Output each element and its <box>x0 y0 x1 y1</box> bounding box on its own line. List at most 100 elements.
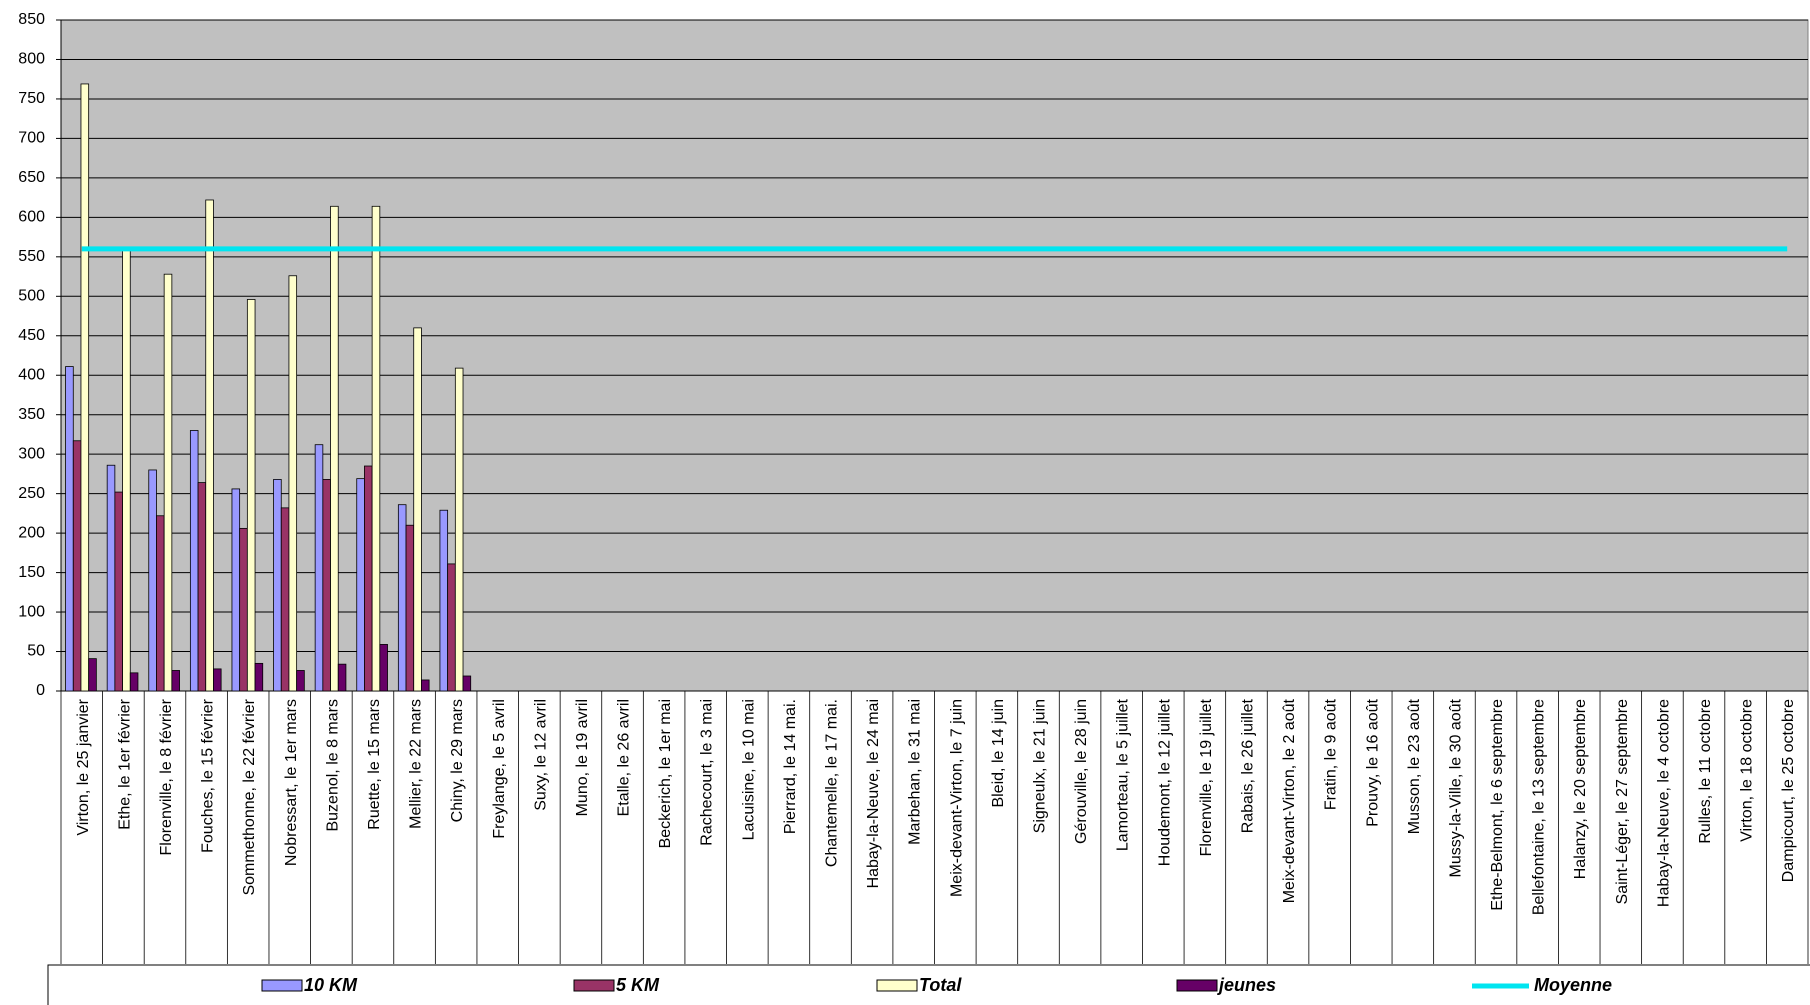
legend-swatch <box>876 979 918 992</box>
bar <box>213 668 222 692</box>
bar <box>454 367 464 692</box>
bar <box>447 563 456 692</box>
bar <box>239 527 248 692</box>
y-tick-label: 0 <box>36 682 45 699</box>
y-tick-label: 550 <box>18 248 45 265</box>
x-tick-label: Nobressart, le 1er mars <box>283 699 300 866</box>
legend-swatch <box>261 979 303 992</box>
x-tick-label: Saint-Léger, le 27 septembre <box>1614 699 1631 905</box>
x-tick-label: Rachecourt, le 3 mai <box>699 699 716 846</box>
bar <box>462 675 472 692</box>
x-tick-label: Meix-devant-Virton, le 7 juin <box>948 699 965 897</box>
bar <box>379 644 388 692</box>
y-tick-label: 450 <box>18 327 45 344</box>
x-tick-label: Gérouville, le 28 juin <box>1073 699 1090 844</box>
bar <box>156 515 165 692</box>
x-tick-label: Beckerich, le 1er mai <box>657 699 674 848</box>
legend-swatch <box>573 979 615 992</box>
bar <box>72 440 82 692</box>
x-tick-label: Lacuisine, le 10 mai <box>740 699 757 840</box>
y-tick-label: 850 <box>18 11 45 28</box>
x-tick-label: Bleid, le 14 juin <box>990 699 1007 808</box>
bar <box>80 83 90 692</box>
x-tick-label: Lamorteau, le 5 juillet <box>1115 698 1132 851</box>
x-tick-label: Mussy-la-Ville, le 30 août <box>1447 698 1464 877</box>
bar <box>288 275 298 692</box>
y-tick-label: 800 <box>18 51 45 68</box>
x-tick-label: Florenville, le 8 février <box>158 698 175 855</box>
bar <box>148 469 157 692</box>
y-tick-label: 100 <box>18 603 45 620</box>
bar <box>106 464 116 692</box>
legend-label: 5 KM <box>616 975 660 995</box>
x-tick-label: Habay-la-Neuve, le 4 octobre <box>1655 699 1672 907</box>
bar <box>439 509 449 692</box>
bar <box>189 430 199 692</box>
x-tick-label: Virton, le 25 janvier <box>75 698 92 835</box>
x-tick-label: Muno, le 19 avril <box>574 699 591 816</box>
x-tick-label: Meix-devant-Virton, le 2 août <box>1281 698 1298 903</box>
x-tick-label: Rabais, le 26 juillet <box>1239 698 1256 833</box>
bar <box>421 679 430 692</box>
legend-label: jeunes <box>1217 975 1276 995</box>
x-tick-label: Signeulx, le 21 juin <box>1031 699 1048 833</box>
x-tick-label: Suxy, le 12 avril <box>532 699 549 811</box>
bar <box>114 491 123 692</box>
bar <box>129 672 139 692</box>
bar <box>322 479 331 692</box>
plot-area <box>60 19 1809 692</box>
x-tick-label: Bellefontaine, le 13 septembre <box>1531 699 1548 915</box>
legend-label: Moyenne <box>1534 975 1612 995</box>
x-tick-label: Virton, le 18 octobre <box>1739 699 1756 842</box>
x-tick-label: Ethe, le 1er février <box>116 698 133 829</box>
x-tick-label: Ruette, le 15 mars <box>366 699 383 830</box>
x-tick-label: Houdemont, le 12 juillet <box>1156 698 1173 866</box>
bar <box>197 482 207 692</box>
bar <box>337 663 347 692</box>
x-tick-label: Musson, le 23 août <box>1406 698 1423 834</box>
bar <box>296 670 305 692</box>
bar <box>364 465 373 692</box>
y-tick-label: 350 <box>18 406 45 423</box>
bar <box>163 273 173 692</box>
x-tick-label: Sommethonne, le 22 février <box>241 698 258 895</box>
x-tick-label: Ethe-Belmont, le 6 septembre <box>1489 699 1506 911</box>
bar <box>280 507 290 692</box>
x-tick-label: Freylange, le 5 avril <box>491 699 508 839</box>
x-tick-label: Buzenol, le 8 mars <box>324 699 341 832</box>
x-tick-label: Chiny, le 29 mars <box>449 699 466 822</box>
bar <box>356 478 365 692</box>
bar <box>171 670 180 692</box>
x-tick-label: Pierrard, le 14 mai. <box>782 699 799 834</box>
bar <box>371 205 381 692</box>
bar <box>122 247 131 692</box>
bar <box>254 662 264 692</box>
bar <box>273 479 282 692</box>
y-tick-label: 150 <box>18 564 45 581</box>
legend-swatch <box>1176 979 1218 992</box>
y-tick-label: 500 <box>18 288 45 305</box>
y-tick-label: 750 <box>18 90 45 107</box>
x-tick-label: Florenville, le 19 juillet <box>1198 698 1215 856</box>
bar <box>65 366 74 692</box>
x-tick-label: Habay-la-Neuve, le 24 mai <box>865 699 882 888</box>
x-tick-label: Marbehan, le 31 mai <box>907 699 924 845</box>
x-tick-label: Etalle, le 26 avril <box>616 699 633 816</box>
x-tick-label: Dampicourt, le 25 octobre <box>1780 699 1797 882</box>
x-tick-label: Rulles, le 11 octobre <box>1697 699 1714 844</box>
y-tick-label: 250 <box>18 485 45 502</box>
bar <box>397 504 407 692</box>
y-tick-label: 400 <box>18 366 45 383</box>
x-tick-label: Mellier, le 22 mars <box>408 699 425 829</box>
y-tick-label: 50 <box>27 643 45 660</box>
bar <box>246 299 256 692</box>
legend-label: 10 KM <box>304 975 358 995</box>
x-tick-label: Halanzy, le 20 septembre <box>1572 699 1589 879</box>
bar <box>205 199 214 692</box>
y-tick-label: 650 <box>18 169 45 186</box>
y-tick-label: 700 <box>18 130 45 147</box>
x-tick-label: Prouvy, le 16 août <box>1364 698 1381 826</box>
bar <box>231 488 241 692</box>
y-tick-label: 600 <box>18 209 45 226</box>
bar <box>413 327 422 692</box>
